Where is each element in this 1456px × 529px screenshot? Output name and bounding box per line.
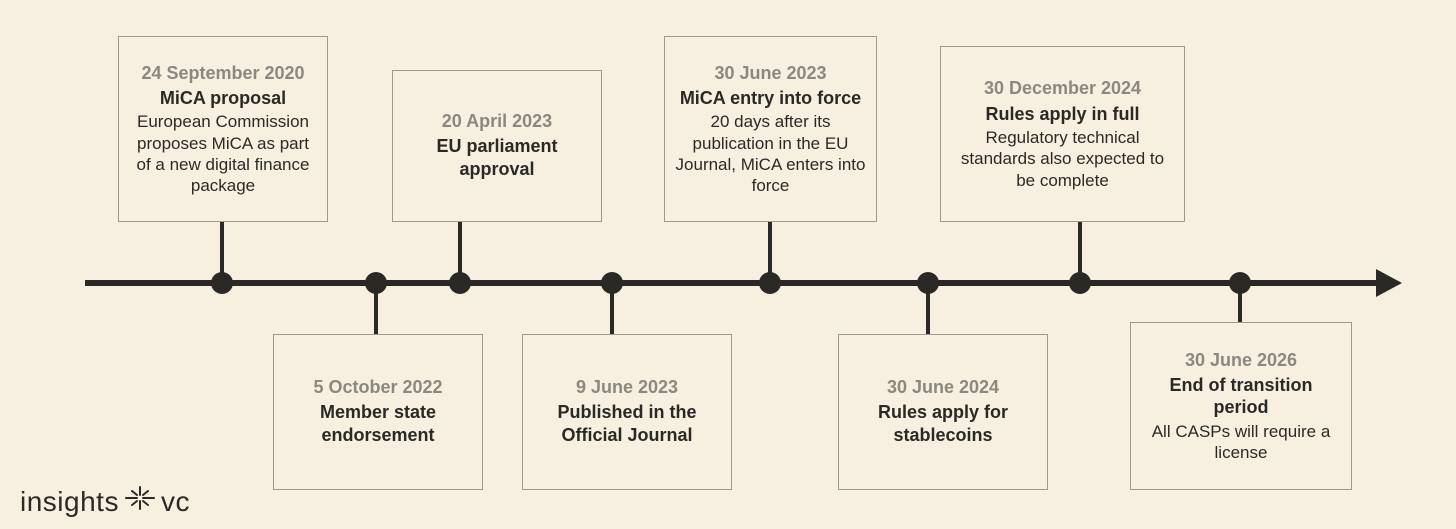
event-date: 30 June 2024 bbox=[887, 376, 999, 399]
timeline-connector-rules-stablecoins bbox=[926, 283, 930, 334]
event-desc: 20 days after its publication in the EU … bbox=[675, 111, 866, 196]
event-desc: European Commission proposes MiCA as par… bbox=[129, 111, 317, 196]
event-title: EU parliament approval bbox=[403, 135, 591, 180]
event-box-end-transition-period: 30 June 2026End of transition periodAll … bbox=[1130, 322, 1352, 490]
timeline-connector-mica-proposal bbox=[220, 222, 224, 283]
event-date: 24 September 2020 bbox=[141, 62, 304, 85]
event-date: 20 April 2023 bbox=[442, 110, 552, 133]
event-title: MiCA entry into force bbox=[680, 87, 861, 110]
event-title: Published in the Official Journal bbox=[533, 401, 721, 446]
logo-text-left: insights bbox=[20, 486, 119, 518]
event-box-mica-proposal: 24 September 2020MiCA proposalEuropean C… bbox=[118, 36, 328, 222]
event-date: 30 June 2023 bbox=[714, 62, 826, 85]
timeline-canvas: 24 September 2020MiCA proposalEuropean C… bbox=[0, 0, 1456, 529]
brand-logo: insights vc bbox=[20, 484, 190, 519]
logo-star-icon bbox=[123, 484, 157, 519]
event-box-rules-stablecoins: 30 June 2024Rules apply for stablecoins bbox=[838, 334, 1048, 490]
timeline-connector-eu-parliament-approval bbox=[458, 222, 462, 283]
event-date: 9 June 2023 bbox=[576, 376, 678, 399]
event-box-member-state-endorsement: 5 October 2022Member state endorsement bbox=[273, 334, 483, 490]
event-title: MiCA proposal bbox=[160, 87, 286, 110]
event-box-published-official-journal: 9 June 2023Published in the Official Jou… bbox=[522, 334, 732, 490]
logo-text-right: vc bbox=[161, 486, 190, 518]
timeline-arrowhead bbox=[1376, 269, 1402, 297]
timeline-connector-published-official-journal bbox=[610, 283, 614, 334]
event-title: Rules apply in full bbox=[985, 103, 1139, 126]
event-box-mica-entry-force: 30 June 2023MiCA entry into force20 days… bbox=[664, 36, 877, 222]
event-title: Rules apply for stablecoins bbox=[849, 401, 1037, 446]
event-desc: All CASPs will require a license bbox=[1141, 421, 1341, 464]
event-title: Member state endorsement bbox=[284, 401, 472, 446]
event-date: 5 October 2022 bbox=[313, 376, 442, 399]
timeline-connector-rules-apply-full bbox=[1078, 222, 1082, 283]
timeline-connector-end-transition-period bbox=[1238, 283, 1242, 322]
timeline-connector-mica-entry-force bbox=[768, 222, 772, 283]
timeline-axis bbox=[85, 280, 1380, 286]
event-title: End of transition period bbox=[1141, 374, 1341, 419]
event-box-eu-parliament-approval: 20 April 2023EU parliament approval bbox=[392, 70, 602, 222]
event-desc: Regulatory technical standards also expe… bbox=[951, 127, 1174, 191]
event-date: 30 December 2024 bbox=[984, 77, 1141, 100]
timeline-connector-member-state-endorsement bbox=[374, 283, 378, 334]
event-box-rules-apply-full: 30 December 2024 Rules apply in fullRegul… bbox=[940, 46, 1185, 222]
event-date: 30 June 2026 bbox=[1185, 349, 1297, 372]
